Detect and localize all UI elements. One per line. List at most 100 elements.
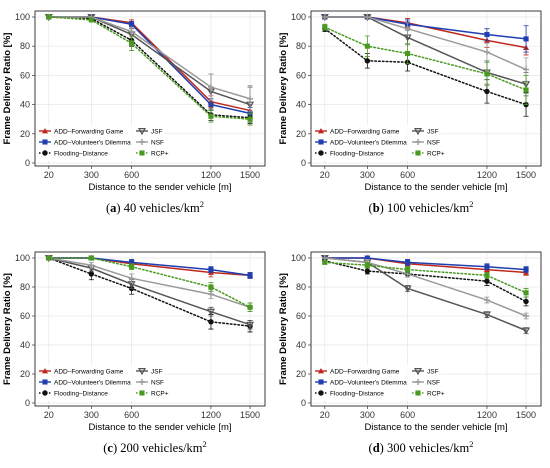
- y-tick-label: 0: [25, 398, 30, 408]
- legend: ADD–Forwarding Game JSF ADD–Volunteer's Di…: [313, 365, 445, 401]
- y-tick-label: 80: [296, 282, 306, 292]
- y-tick-label: 100: [15, 12, 30, 22]
- legend-label: NSF: [427, 139, 440, 146]
- x-axis-label: Distance to the sender vehicle [m]: [364, 422, 507, 433]
- legend-item: ADD–Forwarding Game: [315, 128, 400, 135]
- data-point: [129, 40, 135, 46]
- caption-sup: 2: [469, 199, 473, 209]
- y-tick-label: 40: [20, 100, 30, 110]
- caption-open: (: [103, 441, 107, 455]
- caption-text: 300 vehicles/km: [387, 441, 470, 455]
- x-tick-label: 20: [320, 410, 330, 420]
- legend-item: NSF: [136, 379, 164, 386]
- y-axis-label: Frame Delivery Ratio [%]: [2, 273, 13, 385]
- figure-caption: (b) 100 vehicles/km2: [369, 199, 474, 215]
- caption-open: (: [106, 201, 110, 215]
- legend-item: ADD–Forwarding Game: [39, 128, 124, 135]
- legend-label: NSF: [151, 139, 164, 146]
- data-point: [128, 275, 135, 282]
- data-point: [46, 255, 52, 261]
- y-axis-label: Frame Delivery Ratio [%]: [278, 273, 289, 385]
- caption-sup: 2: [469, 439, 473, 449]
- legend-label: RCP+: [151, 390, 169, 397]
- chart-panel-2: 0 20 40 60 80 100 20 300 600 1200 1500 Distance to …: [278, 10, 542, 215]
- legend-label: ADD–Volunteer's Dilemma: [54, 379, 131, 386]
- legend-item: RCP+: [412, 150, 445, 157]
- caption-letter: a: [110, 201, 117, 215]
- data-point: [207, 291, 214, 298]
- plot-frame: [34, 251, 266, 407]
- data-point: [523, 267, 529, 273]
- data-point: [247, 272, 253, 278]
- legend-item: RCP+: [136, 390, 169, 397]
- x-tick-label: 20: [44, 170, 54, 180]
- x-tick-label: 1500: [516, 170, 536, 180]
- data-point: [208, 113, 214, 119]
- series-5: [321, 14, 530, 82]
- x-axis-label: Distance to the sender vehicle [m]: [88, 422, 231, 433]
- legend-marker: [42, 150, 48, 156]
- caption-close: ): [116, 201, 123, 215]
- series-6: [46, 14, 253, 126]
- legend-item: ADD–Volunteer's Dilemma: [315, 379, 407, 386]
- data-point: [523, 298, 529, 305]
- plot-frame: [34, 10, 266, 167]
- legend-item: JSF: [412, 368, 439, 375]
- y-tick-label: 80: [20, 282, 30, 292]
- legend-label: ADD–Forwarding Game: [330, 368, 400, 375]
- y-tick-label: 60: [296, 70, 306, 80]
- y-tick-label: 80: [20, 41, 30, 51]
- data-point: [88, 255, 94, 261]
- legend-item: ADD–Volunteer's Dilemma: [315, 139, 407, 146]
- legend-item: NSF: [136, 139, 164, 146]
- data-point: [483, 297, 490, 304]
- legend-label: ADD–Volunteer's Dilemma: [54, 139, 131, 146]
- data-point: [484, 31, 490, 38]
- legend-label: Flooding–Distance: [330, 390, 384, 397]
- legend: ADD–Forwarding Game JSF ADD–Volunteer's Di…: [37, 125, 169, 161]
- series-6: [322, 259, 529, 298]
- caption-close: ): [380, 201, 387, 215]
- y-tick-label: 20: [20, 369, 30, 379]
- data-point: [405, 259, 411, 265]
- x-axis-ticks: 20 300 600 1200 1500: [44, 406, 260, 420]
- legend-label: JSF: [151, 368, 163, 375]
- x-tick-label: 1500: [516, 410, 536, 420]
- legend-marker: [318, 368, 324, 374]
- x-tick-label: 20: [320, 170, 330, 180]
- series-line: [324, 27, 527, 106]
- caption-close: ): [113, 441, 120, 455]
- x-tick-label: 1500: [240, 410, 260, 420]
- y-tick-label: 60: [20, 70, 30, 80]
- caption-sup: 2: [200, 199, 204, 209]
- legend-marker: [137, 128, 147, 136]
- plot-frame: [310, 251, 542, 407]
- data-point: [88, 262, 95, 269]
- data-point: [523, 290, 529, 296]
- y-axis-ticks: 0 20 40 60 80 100: [291, 253, 311, 408]
- legend: ADD–Forwarding Game JSF ADD–Volunteer's Di…: [313, 125, 445, 161]
- legend-item: Flooding–Distance: [315, 150, 384, 157]
- data-point: [88, 271, 95, 277]
- caption-sup: 2: [203, 439, 207, 449]
- legend-marker: [318, 128, 324, 134]
- legend-label: Flooding–Distance: [330, 150, 384, 157]
- x-tick-label: 300: [360, 410, 375, 420]
- data-point: [129, 21, 135, 27]
- legend-marker: [42, 139, 48, 145]
- y-tick-label: 0: [301, 398, 306, 408]
- legend-item: Flooding–Distance: [315, 390, 384, 397]
- legend-label: JSF: [427, 368, 439, 375]
- data-point: [404, 25, 411, 32]
- legend-marker: [413, 368, 423, 376]
- data-point: [206, 308, 215, 316]
- y-tick-label: 80: [296, 41, 306, 51]
- data-point: [208, 284, 214, 290]
- legend-item: ADD–Forwarding Game: [315, 368, 400, 375]
- y-tick-label: 40: [296, 100, 306, 110]
- x-axis-ticks: 20 300 600 1200 1500: [320, 406, 536, 420]
- data-point: [405, 50, 411, 57]
- data-point: [484, 71, 490, 77]
- x-tick-label: 600: [400, 410, 415, 420]
